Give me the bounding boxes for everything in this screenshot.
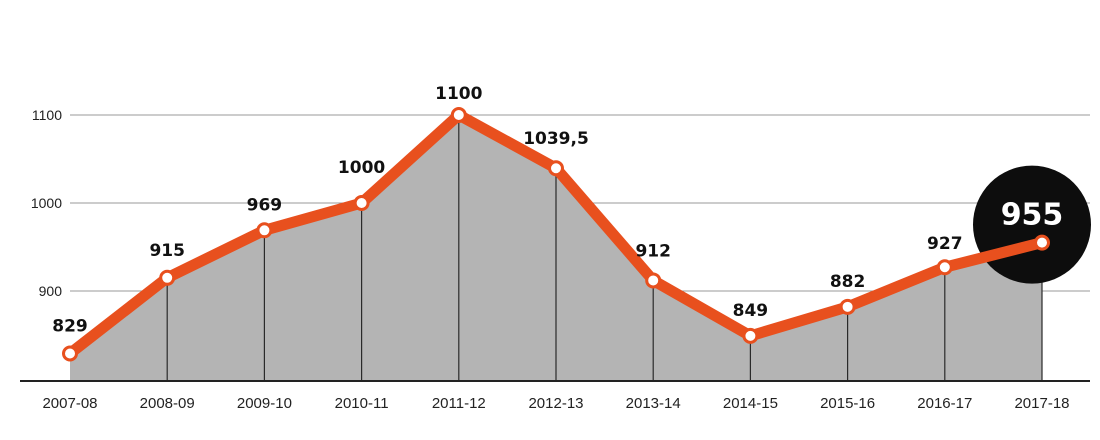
x-tick-label: 2017-18 bbox=[1014, 395, 1069, 412]
x-tick-label: 2010-11 bbox=[335, 395, 389, 412]
data-point bbox=[159, 269, 176, 286]
data-label: 882 bbox=[830, 272, 866, 292]
x-tick-label: 2009-10 bbox=[237, 395, 292, 412]
y-tick-label: 900 bbox=[39, 283, 63, 299]
y-tick-label: 1000 bbox=[31, 195, 62, 211]
data-label: 849 bbox=[733, 301, 769, 321]
data-point bbox=[839, 298, 856, 315]
x-tick-label: 2011-12 bbox=[432, 395, 486, 412]
x-tick-label: 2015-16 bbox=[820, 395, 875, 412]
x-tick-label: 2016-17 bbox=[917, 395, 972, 412]
data-point bbox=[450, 107, 467, 123]
data-point bbox=[936, 259, 953, 276]
data-label: 915 bbox=[149, 241, 185, 261]
y-axis-ticks: 900 1000 1100 bbox=[31, 107, 62, 299]
x-axis-ticks: 2007-08 2008-09 2009-10 2010-11 2011-12 2012-… bbox=[42, 395, 1069, 412]
data-labels: 829 915 969 1000 1100 1039,5 912 849 882 927 955 bbox=[52, 84, 1063, 336]
data-point bbox=[645, 272, 662, 289]
data-label: 1000 bbox=[338, 158, 385, 178]
data-label: 829 bbox=[52, 316, 88, 336]
x-tick-label: 2013-14 bbox=[626, 395, 681, 412]
data-label: 912 bbox=[635, 241, 671, 261]
data-point bbox=[548, 160, 564, 177]
data-label: 927 bbox=[927, 234, 963, 254]
data-point bbox=[256, 222, 273, 239]
y-tick-label: 1100 bbox=[32, 107, 62, 123]
data-markers bbox=[62, 107, 1050, 362]
data-label: 969 bbox=[247, 195, 283, 215]
data-label-highlight: 955 bbox=[1001, 198, 1064, 233]
data-point bbox=[1034, 234, 1050, 251]
x-tick-label: 2007-08 bbox=[42, 395, 97, 412]
x-tick-label: 2012-13 bbox=[528, 395, 583, 412]
data-label: 1039,5 bbox=[523, 129, 589, 149]
x-tick-label: 2014-15 bbox=[723, 395, 778, 412]
data-point bbox=[62, 345, 78, 362]
data-point bbox=[742, 327, 759, 344]
data-point bbox=[353, 195, 370, 211]
data-label: 1100 bbox=[435, 84, 482, 104]
x-tick-label: 2008-09 bbox=[140, 395, 195, 412]
